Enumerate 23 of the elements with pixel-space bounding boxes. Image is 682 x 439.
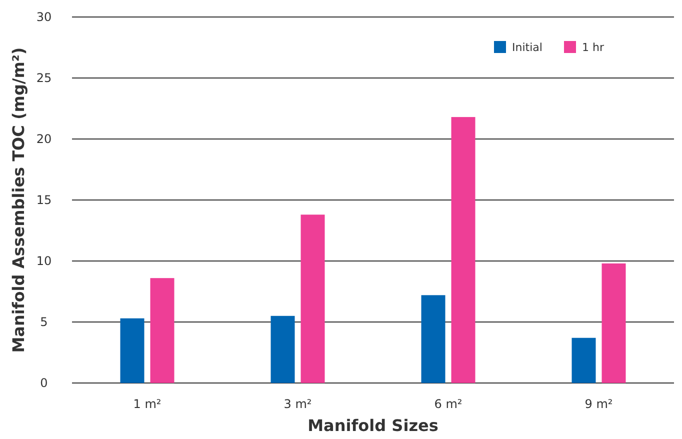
bar bbox=[572, 338, 596, 383]
y-tick-label: 30 bbox=[36, 10, 52, 24]
y-tick-label: 10 bbox=[36, 254, 52, 268]
bar bbox=[602, 263, 626, 383]
y-tick-label: 5 bbox=[40, 315, 48, 330]
y-tick-label: 15 bbox=[36, 193, 52, 208]
x-tick-label: 1 m² bbox=[133, 397, 162, 411]
bar bbox=[421, 295, 446, 383]
y-tick-label: 0 bbox=[40, 376, 48, 390]
x-tick-label: 3 m² bbox=[284, 397, 312, 411]
y-tick-label: 20 bbox=[36, 132, 52, 146]
bar bbox=[150, 278, 174, 383]
bar bbox=[120, 318, 144, 383]
bar bbox=[451, 117, 476, 383]
x-tick-label: 9 m² bbox=[584, 397, 613, 411]
y-axis-title: Manifold Assemblies TOC (mg/m²) bbox=[9, 47, 28, 353]
legend-label: Initial bbox=[512, 40, 542, 54]
bar bbox=[300, 214, 325, 383]
bar bbox=[270, 316, 295, 383]
y-tick-label: 25 bbox=[36, 71, 52, 86]
legend-label: 1 hr bbox=[582, 40, 604, 54]
x-axis-title: Manifold Sizes bbox=[308, 416, 438, 435]
x-tick-label: 6 m² bbox=[434, 397, 462, 411]
